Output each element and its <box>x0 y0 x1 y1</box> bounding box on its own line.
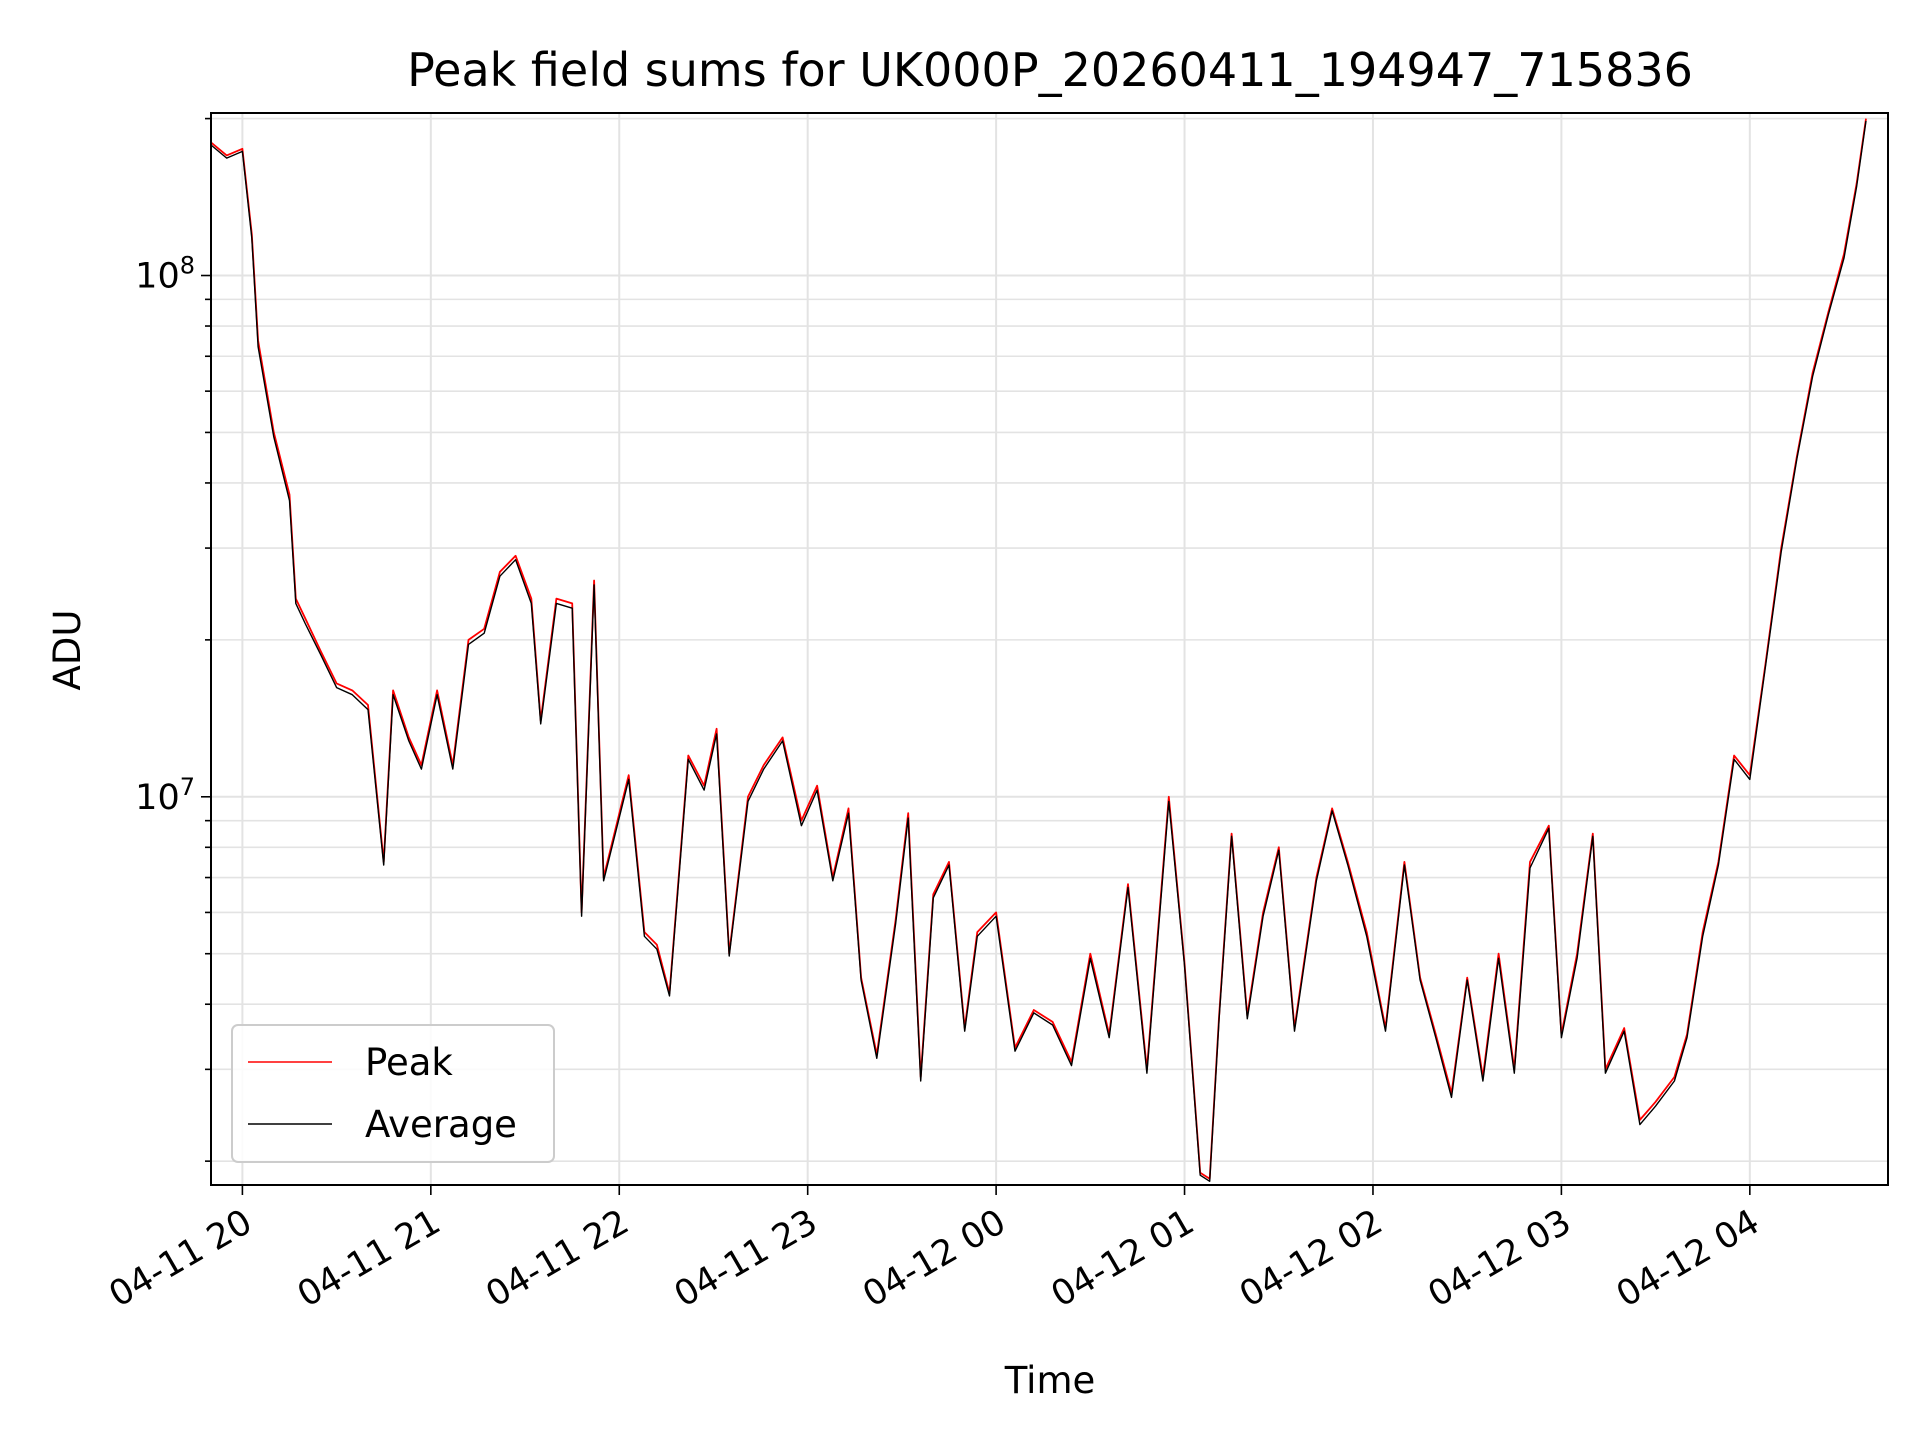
y-axis-label: ADU <box>46 610 89 691</box>
y-tick-label: 107 <box>135 773 195 818</box>
legend-label-average: Average <box>365 1103 517 1146</box>
chart-title: Peak field sums for UK000P_20260411_1949… <box>407 43 1693 97</box>
gridlines <box>211 113 1888 1185</box>
legend-box <box>231 1024 555 1163</box>
y-axis: 107 108 <box>135 117 211 1162</box>
series-line-average <box>210 120 1867 1182</box>
y-tick-label: 108 <box>135 252 195 297</box>
legend-label-peak: Peak <box>365 1041 453 1084</box>
x-axis-label: Time <box>1004 1359 1096 1402</box>
plot-frame <box>210 112 1889 1186</box>
legend: Peak Average <box>231 1024 555 1163</box>
series-layer <box>210 118 1867 1182</box>
